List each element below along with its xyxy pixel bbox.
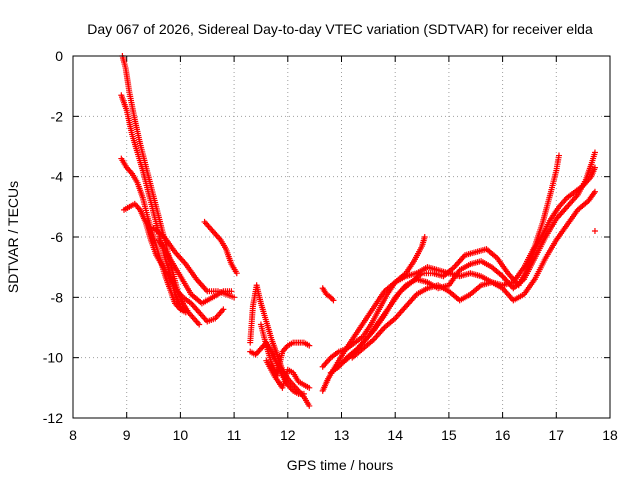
data-point [421,234,428,240]
data-point [196,321,203,328]
series-track-j [257,321,313,379]
data-point [233,270,240,277]
series-stray [591,227,598,234]
data-point [306,342,313,349]
series-track-a [119,53,203,328]
y-tick-label: -4 [51,169,64,185]
y-axis-label: SDTVAR / TECUs [5,181,21,293]
x-tick-label: 14 [387,427,403,443]
x-tick-label: 11 [227,427,242,443]
data-point [306,402,313,409]
data-point [591,164,598,171]
data-points [118,53,598,409]
series-track-l [319,285,337,304]
y-tick-label: -6 [51,229,64,245]
y-tick-label: 0 [55,48,63,64]
x-tick-label: 8 [69,427,77,443]
x-tick-label: 17 [549,427,565,443]
x-tick-label: 12 [280,427,296,443]
x-tick-label: 13 [334,427,350,443]
plot-frame [72,55,611,419]
x-tick-label: 15 [441,427,457,443]
y-tick-label: -12 [43,410,63,426]
x-ticks: 8 9 10 11 12 13 14 15 16 17 18 [69,56,618,443]
x-tick-label: 16 [495,427,511,443]
data-point [228,288,235,295]
series-track-f [155,237,235,307]
chart-title: Day 067 of 2026, Sidereal Day-to-day VTE… [87,21,593,37]
data-point [591,149,598,156]
y-tick-label: -2 [51,108,64,124]
grid [73,56,610,418]
data-point [182,309,189,316]
x-tick-label: 9 [123,427,131,443]
y-tick-label: -8 [51,289,64,305]
data-point [220,306,227,313]
data-point [330,297,337,304]
y-tick-label: -10 [43,350,63,366]
data-point [591,227,598,234]
x-tick-label: 10 [173,427,189,443]
data-point [591,188,598,195]
series-track-g [201,218,240,277]
data-point [231,294,238,301]
series-track-d [121,200,227,325]
data-point [306,384,313,391]
series-track-b [118,92,189,313]
series-track-k [263,357,313,391]
x-tick-label: 18 [602,427,618,443]
y-ticks: 0 -2 -4 -6 -8 -10 -12 [43,48,610,426]
series-track-h [247,282,313,409]
data-point [300,390,307,397]
x-axis-label: GPS time / hours [287,457,394,473]
series-track-q [349,188,598,361]
data-point [555,152,562,159]
